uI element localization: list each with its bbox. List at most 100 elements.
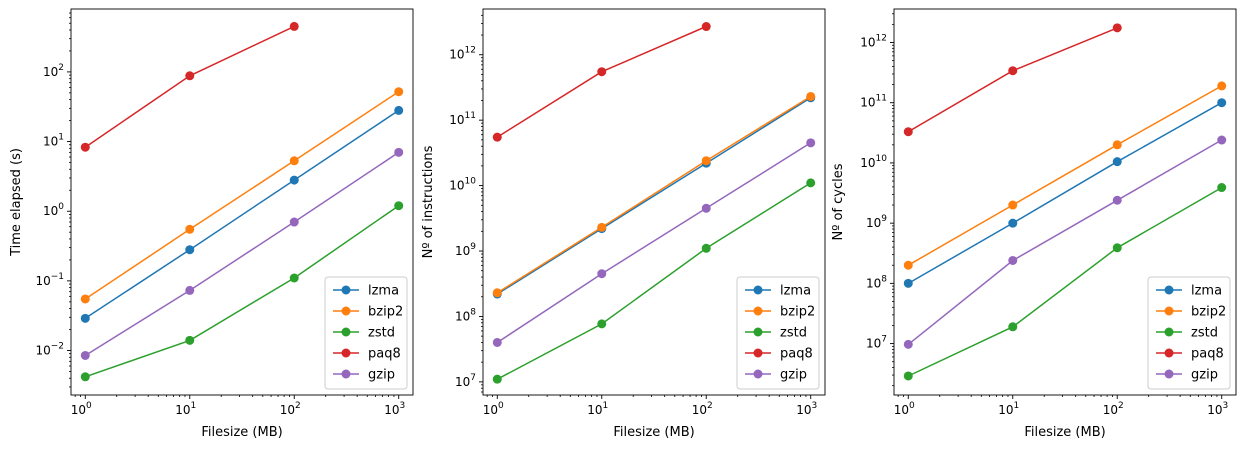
- data-point-bzip2: [1008, 200, 1018, 210]
- series-line-zstd: [85, 205, 400, 378]
- series-line-zstd: [496, 182, 812, 380]
- x-tick-label-base: 10: [483, 403, 498, 417]
- x-tick-label: 101: [587, 401, 608, 417]
- y-tick-label-base: 10: [866, 216, 881, 230]
- y-tick-label: 100: [43, 202, 64, 218]
- data-point-lzma: [903, 278, 913, 288]
- x-tick-label-exponent: 2: [707, 401, 713, 411]
- axes-frame: [482, 8, 826, 396]
- y-tick-label: 107: [866, 335, 887, 351]
- legend-marker-bzip2: [1164, 306, 1174, 316]
- y-axis-label: Nº of instructions: [421, 145, 436, 258]
- data-point-zstd: [289, 273, 299, 283]
- data-point-zstd: [492, 374, 502, 384]
- x-tick-label-base: 10: [1207, 403, 1222, 417]
- data-point-bzip2: [80, 294, 90, 304]
- data-point-lzma: [185, 245, 195, 255]
- y-tick-label: 1010: [860, 154, 887, 170]
- x-tick-label: 102: [280, 401, 301, 417]
- legend-label-lzma: lzma: [368, 284, 399, 299]
- chart-panel-3: 100 101 102 103107108109101010111012Filesiz…: [831, 8, 1237, 440]
- y-tick-label-exponent: −2: [51, 342, 64, 352]
- x-tick-label-base: 10: [587, 403, 602, 417]
- y-tick-label-base: 10: [866, 337, 881, 351]
- data-point-bzip2: [701, 156, 711, 166]
- data-point-lzma: [289, 175, 299, 185]
- legend-marker-lzma: [341, 285, 351, 295]
- y-tick-label-exponent: 11: [465, 111, 476, 121]
- legend-box: [736, 276, 820, 390]
- legend-marker-lzma: [1164, 285, 1174, 295]
- x-tick-label-exponent: 3: [399, 401, 405, 411]
- y-tick-label: 1011: [860, 94, 887, 110]
- y-tick-label-base: 10: [43, 135, 58, 149]
- y-tick-label-exponent: 7: [881, 335, 887, 345]
- data-point-gzip: [806, 138, 816, 148]
- series-line-lzma: [907, 102, 1223, 285]
- y-axis-label: Nº of cycles: [831, 163, 846, 240]
- x-tick-label-base: 10: [71, 403, 86, 417]
- data-point-paq8: [701, 22, 711, 32]
- x-tick-label: 102: [692, 401, 713, 417]
- y-tick-label-base: 10: [860, 156, 875, 170]
- legend-marker-zstd: [341, 327, 351, 337]
- y-tick-label-exponent: 1: [58, 133, 64, 143]
- x-tick-label: 102: [1103, 401, 1124, 417]
- y-tick-label-base: 10: [860, 96, 875, 110]
- y-tick-label: 109: [866, 214, 887, 230]
- x-tick-label-base: 10: [175, 403, 190, 417]
- series-line-bzip2: [496, 95, 812, 294]
- x-tick-label-base: 10: [894, 403, 909, 417]
- data-point-bzip2: [289, 156, 299, 166]
- data-point-zstd: [80, 372, 90, 382]
- y-tick-label-exponent: 10: [876, 154, 888, 164]
- y-tick-label: 1012: [449, 46, 476, 62]
- data-point-paq8: [903, 127, 913, 137]
- data-point-gzip: [185, 285, 195, 295]
- legend-label-bzip2: bzip2: [1191, 305, 1226, 320]
- legend: lzma bzip2 zstd paq8 gzip: [736, 276, 820, 390]
- y-tick-label-base: 10: [866, 276, 881, 290]
- axes-frame: [70, 8, 414, 396]
- legend-marker-gzip: [753, 369, 763, 379]
- x-tick-label: 100: [71, 401, 92, 417]
- y-tick-label-base: 10: [43, 65, 58, 79]
- data-point-zstd: [701, 243, 711, 253]
- y-tick-label-exponent: 12: [465, 46, 476, 56]
- data-point-bzip2: [806, 91, 816, 101]
- x-axis-label: Filesize (MB): [201, 425, 282, 440]
- x-tick-label: 103: [1207, 401, 1228, 417]
- legend-marker-gzip: [1164, 369, 1174, 379]
- x-tick-label-exponent: 1: [191, 401, 197, 411]
- x-tick-label-base: 10: [692, 403, 707, 417]
- data-point-paq8: [185, 71, 195, 81]
- data-point-gzip: [394, 147, 404, 157]
- x-tick-label: 103: [796, 401, 817, 417]
- data-point-bzip2: [1112, 140, 1122, 150]
- y-tick-label-base: 10: [860, 35, 875, 49]
- data-point-lzma: [394, 105, 404, 115]
- y-tick-label: 109: [455, 242, 476, 258]
- y-tick-label-base: 10: [455, 244, 470, 258]
- x-tick-label: 101: [175, 401, 196, 417]
- series-line-lzma: [84, 109, 400, 319]
- series-line-paq8: [496, 25, 707, 138]
- data-point-zstd: [394, 201, 404, 211]
- legend-marker-paq8: [341, 348, 351, 358]
- x-tick-label-exponent: 0: [909, 401, 915, 411]
- data-point-gzip: [903, 339, 913, 349]
- x-tick-label: 100: [483, 401, 504, 417]
- legend-marker-bzip2: [753, 306, 763, 316]
- x-tick-label-exponent: 3: [811, 401, 817, 411]
- x-tick-label-exponent: 0: [498, 401, 504, 411]
- legend-marker-bzip2: [341, 306, 351, 316]
- data-point-gzip: [597, 269, 607, 279]
- y-tick-label: 1010: [449, 177, 476, 193]
- y-tick-label-exponent: 8: [470, 307, 476, 317]
- data-point-paq8: [1008, 66, 1018, 76]
- y-tick-label: 101: [43, 133, 64, 149]
- data-point-paq8: [289, 21, 299, 31]
- y-tick-label-exponent: 9: [881, 214, 887, 224]
- y-axis-label: Time elapsed (s): [9, 148, 24, 257]
